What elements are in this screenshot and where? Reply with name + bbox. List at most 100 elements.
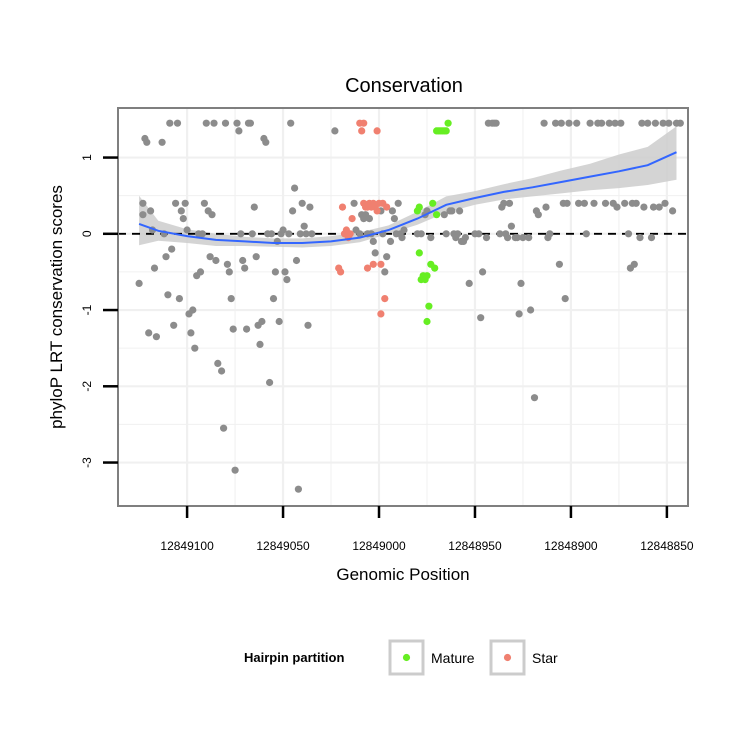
y-tick-label: -3 — [80, 457, 94, 468]
x-axis-title: Genomic Position — [336, 565, 469, 584]
other-point — [383, 253, 391, 261]
x-tick-label: 12849100 — [160, 539, 214, 553]
other-point — [465, 279, 473, 287]
other-point — [283, 276, 291, 284]
other-point — [172, 199, 180, 207]
other-point — [250, 203, 258, 211]
other-point — [237, 230, 245, 238]
other-point — [496, 230, 504, 238]
star-point — [337, 268, 345, 276]
other-point — [139, 199, 147, 207]
other-point — [617, 119, 625, 127]
other-point — [477, 314, 485, 322]
other-point — [563, 199, 571, 207]
other-point — [231, 466, 239, 474]
other-point — [427, 234, 435, 242]
other-point — [262, 138, 270, 146]
other-point — [601, 199, 610, 207]
other-point — [214, 359, 222, 367]
other-point — [294, 485, 302, 493]
star-point — [373, 127, 381, 135]
other-point — [561, 295, 569, 303]
other-point — [454, 230, 462, 238]
other-point — [158, 138, 166, 146]
other-point — [220, 424, 228, 432]
other-point — [267, 230, 276, 238]
other-point — [505, 199, 514, 207]
other-point — [507, 222, 515, 230]
star-point — [369, 260, 377, 268]
other-point — [191, 344, 199, 352]
other-point — [440, 211, 448, 219]
other-point — [177, 207, 185, 215]
other-point — [269, 295, 278, 303]
other-point — [565, 119, 573, 127]
other-point — [135, 279, 143, 287]
other-point — [350, 199, 358, 207]
other-point — [513, 234, 521, 242]
other-point — [139, 211, 147, 219]
gridlines — [118, 108, 688, 506]
mature-point — [444, 119, 452, 127]
other-point — [143, 138, 151, 146]
other-point — [308, 230, 316, 238]
x-tick-label: 12849000 — [352, 539, 406, 553]
other-point — [527, 306, 535, 314]
other-point — [665, 119, 673, 127]
other-point — [221, 119, 230, 127]
other-point — [306, 203, 314, 211]
other-point — [248, 230, 256, 238]
other-point — [208, 211, 216, 219]
x-tick-label: 12849050 — [256, 539, 310, 553]
other-point — [417, 230, 425, 238]
y-axis: 1 0 -1 -2 -3 — [80, 154, 118, 468]
star-point — [383, 203, 391, 211]
other-point — [183, 226, 191, 234]
other-point — [252, 253, 260, 261]
y-axis-title: phyloP LRT conservation scores — [47, 185, 66, 429]
other-point — [292, 256, 301, 265]
other-point — [200, 199, 208, 207]
other-point — [198, 230, 206, 238]
mature-point — [425, 302, 433, 310]
other-point — [540, 119, 548, 127]
other-point — [302, 230, 310, 238]
other-point — [640, 203, 648, 211]
other-point — [181, 199, 189, 207]
plot-panel — [117, 107, 689, 507]
chart-title: Conservation — [345, 75, 463, 97]
x-tick-label: 12848850 — [640, 539, 694, 553]
other-point — [461, 234, 469, 242]
other-point — [573, 119, 581, 127]
other-point — [624, 230, 633, 238]
other-point — [515, 310, 523, 318]
other-point — [638, 119, 646, 127]
other-point — [517, 279, 525, 287]
star-point — [381, 295, 389, 303]
x-tick-label: 12848900 — [544, 539, 598, 553]
panel-border — [117, 107, 689, 507]
other-point — [258, 317, 266, 326]
star-point — [373, 207, 381, 215]
other-point — [365, 215, 373, 223]
star-point — [377, 260, 385, 268]
star-point — [338, 203, 347, 211]
data-points — [135, 119, 684, 493]
other-point — [145, 329, 153, 337]
other-point — [233, 119, 241, 127]
other-point — [225, 268, 233, 276]
other-point — [676, 119, 684, 127]
other-point — [525, 234, 533, 242]
other-point — [147, 207, 155, 215]
other-point — [298, 199, 306, 207]
mature-point — [433, 211, 441, 219]
legend-item-star: Star — [489, 639, 558, 676]
star-point — [377, 310, 385, 318]
other-point — [289, 207, 297, 215]
other-point — [605, 119, 613, 127]
other-point — [400, 226, 408, 234]
other-point — [649, 203, 658, 211]
other-point — [173, 119, 182, 127]
other-point — [170, 321, 178, 329]
